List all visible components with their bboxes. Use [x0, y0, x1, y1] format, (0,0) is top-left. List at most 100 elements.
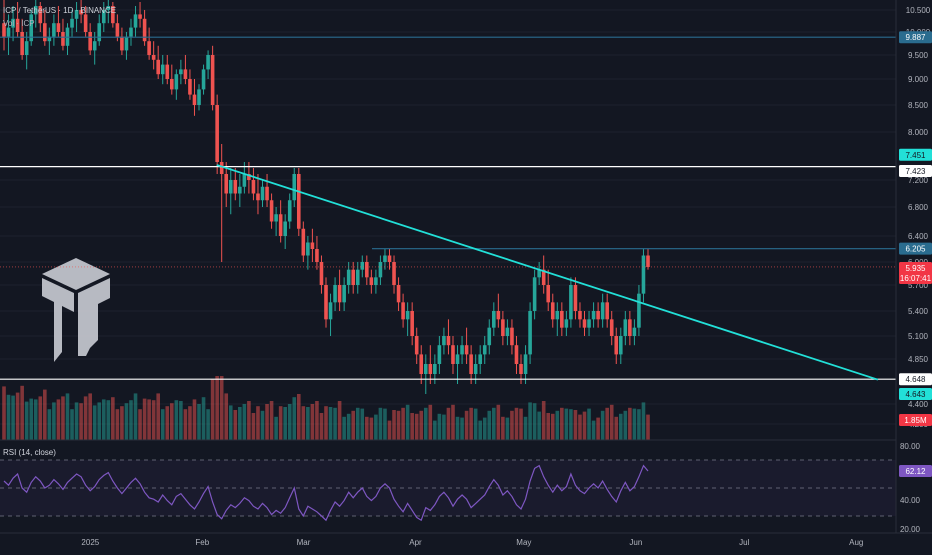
candle-body[interactable] [528, 311, 532, 355]
candle-body[interactable] [256, 193, 260, 201]
candle-body[interactable] [101, 10, 106, 24]
candle-body[interactable] [387, 255, 392, 263]
candle-body[interactable] [251, 180, 256, 194]
candle-body[interactable] [156, 59, 160, 75]
candle-body[interactable] [233, 180, 238, 194]
candle-body[interactable] [492, 311, 496, 328]
candle-body[interactable] [396, 285, 401, 303]
candle-body[interactable] [120, 36, 124, 51]
candle-body[interactable] [174, 74, 179, 90]
candle-body[interactable] [564, 319, 569, 328]
candle-body[interactable] [88, 32, 92, 51]
candle-body[interactable] [419, 354, 424, 374]
candle-body[interactable] [514, 345, 519, 364]
candle-body[interactable] [38, 6, 43, 24]
candle-body[interactable] [265, 186, 269, 201]
candle-body[interactable] [437, 345, 442, 364]
candle-body[interactable] [614, 336, 619, 355]
candle-body[interactable] [600, 302, 605, 320]
candle-body[interactable] [170, 79, 174, 90]
candle-body[interactable] [165, 64, 170, 79]
candle-body[interactable] [306, 242, 310, 256]
candle-body[interactable] [442, 336, 446, 346]
candle-body[interactable] [224, 174, 229, 194]
candle-body[interactable] [228, 180, 233, 194]
candle-body[interactable] [460, 345, 464, 355]
candle-body[interactable] [138, 14, 142, 19]
candle-body[interactable] [414, 336, 419, 355]
candle-body[interactable] [319, 262, 324, 285]
candle-body[interactable] [569, 285, 573, 320]
candle-body[interactable] [210, 55, 215, 105]
candle-body[interactable] [296, 174, 301, 229]
candle-body[interactable] [618, 336, 623, 355]
candle-body[interactable] [555, 311, 560, 320]
candle-body[interactable] [455, 354, 460, 364]
candle-body[interactable] [247, 174, 251, 180]
candle-body[interactable] [61, 32, 65, 46]
candle-body[interactable] [360, 262, 365, 270]
candle-body[interactable] [20, 32, 24, 55]
candle-body[interactable] [133, 14, 138, 28]
candle-body[interactable] [410, 311, 414, 336]
trendline-layer[interactable] [216, 164, 879, 381]
candle-body[interactable] [197, 89, 201, 105]
candle-body[interactable] [74, 10, 79, 19]
candle-body[interactable] [33, 6, 38, 15]
candle-body[interactable] [505, 327, 510, 336]
candle-body[interactable] [287, 200, 292, 222]
candle-body[interactable] [392, 262, 396, 285]
candle-body[interactable] [510, 327, 514, 346]
candle-body[interactable] [623, 319, 628, 336]
rsi-panel[interactable] [0, 459, 896, 522]
candle-body[interactable] [29, 14, 34, 42]
candle-body[interactable] [328, 302, 333, 320]
candle-body[interactable] [79, 10, 83, 15]
candle-body[interactable] [70, 18, 74, 28]
candle-body[interactable] [337, 285, 342, 303]
candle-body[interactable] [47, 36, 52, 42]
time-axis[interactable]: 2025 Feb Mar Apr May Jun Jul Aug [81, 538, 863, 547]
candle-body[interactable] [183, 69, 188, 79]
candle-body[interactable] [428, 364, 433, 374]
candle-body[interactable] [219, 162, 224, 174]
candle-body[interactable] [632, 327, 637, 336]
candle-body[interactable] [56, 23, 61, 32]
candle-body[interactable] [473, 364, 478, 374]
candle-body[interactable] [115, 23, 120, 37]
candle-body[interactable] [206, 55, 210, 70]
candle-body[interactable] [324, 285, 328, 320]
candle-body[interactable] [573, 285, 578, 311]
candle-body[interactable] [401, 302, 405, 320]
candle-body[interactable] [628, 319, 632, 336]
candle-body[interactable] [464, 345, 469, 355]
candle-body[interactable] [333, 285, 337, 303]
candle-body[interactable] [374, 277, 378, 285]
candle-body[interactable] [342, 285, 346, 303]
candle-body[interactable] [378, 262, 383, 278]
candle-body[interactable] [532, 277, 537, 311]
candle-body[interactable] [215, 105, 219, 162]
candle-body[interactable] [301, 228, 306, 256]
candle-body[interactable] [541, 269, 546, 285]
candle-body[interactable] [106, 6, 111, 10]
candle-body[interactable] [451, 345, 455, 364]
candle-body[interactable] [83, 14, 88, 32]
candle-body[interactable] [124, 36, 129, 51]
candle-body[interactable] [383, 255, 387, 263]
horizontal-levels[interactable] [0, 36, 896, 380]
candle-body[interactable] [43, 23, 47, 42]
candle-body[interactable] [11, 18, 15, 28]
candle-body[interactable] [2, 23, 6, 37]
candle-body[interactable] [365, 262, 369, 278]
candle-body[interactable] [637, 293, 641, 328]
candle-body[interactable] [355, 269, 360, 285]
candle-body[interactable] [519, 364, 523, 374]
candle-body[interactable] [188, 79, 192, 95]
descending-trendline[interactable] [216, 164, 879, 381]
candle-body[interactable] [310, 242, 315, 250]
candle-body[interactable] [6, 27, 11, 37]
candle-body[interactable] [501, 319, 505, 336]
candle-body[interactable] [496, 311, 501, 320]
